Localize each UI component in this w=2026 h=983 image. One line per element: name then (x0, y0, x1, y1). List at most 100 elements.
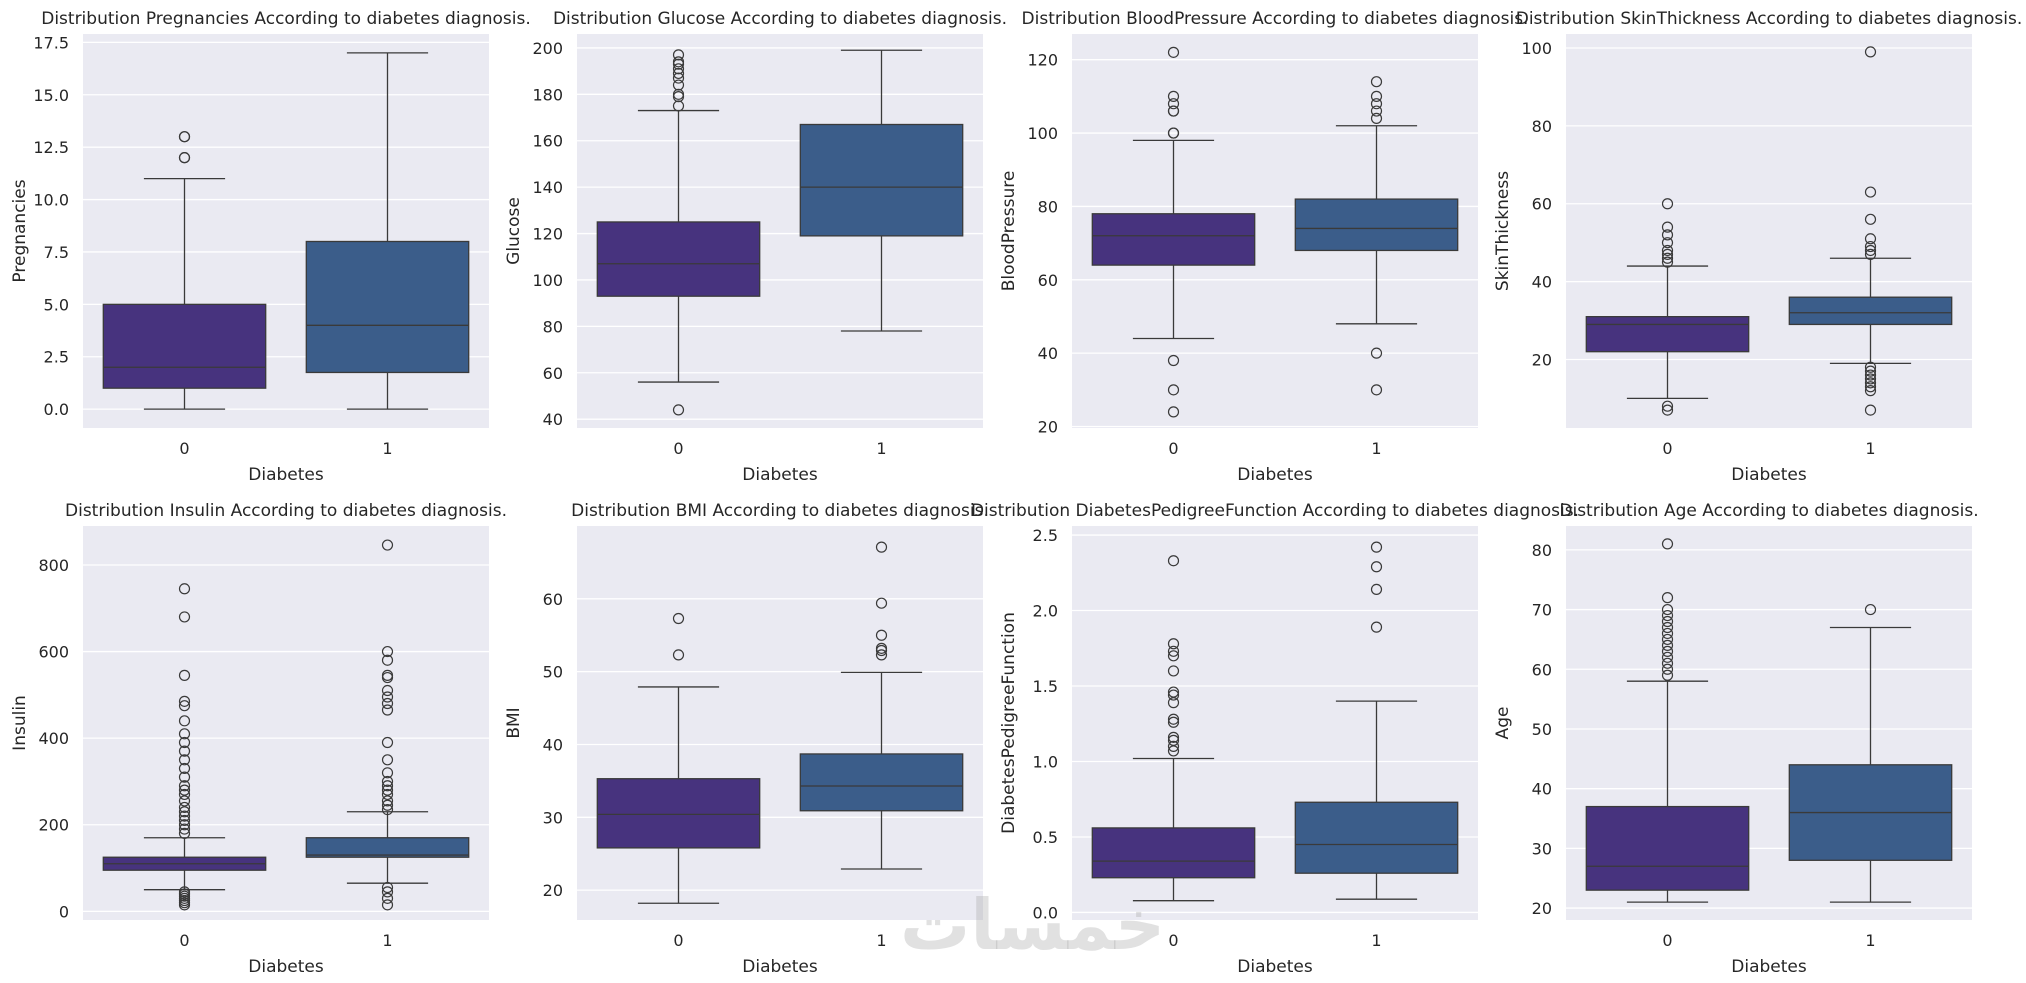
outlier-point (178, 669, 191, 681)
x-tick-label: 1 (876, 439, 886, 458)
outlier-point (1661, 237, 1674, 249)
y-tick-label: 30 (1532, 839, 1552, 858)
outlier-point (1661, 663, 1674, 675)
y-axis-label: SkinThickness (1493, 171, 1513, 291)
y-tick-label: 20 (1532, 350, 1552, 369)
y-tick-label: 60 (1532, 660, 1552, 679)
x-axis-label: Diabetes (1237, 957, 1313, 977)
outlier-point (178, 814, 191, 827)
y-axis-label: Glucose (504, 197, 524, 265)
box-iqr (1788, 296, 1953, 326)
outlier-point (1370, 98, 1383, 110)
outlier-point (178, 695, 191, 707)
x-axis-label: Diabetes (1731, 465, 1807, 485)
box-iqr (1294, 198, 1459, 252)
x-tick-label: 0 (673, 439, 683, 458)
y-tick-label: 100 (1027, 124, 1058, 143)
outlier-point (1167, 90, 1180, 102)
outlier-point (1370, 76, 1383, 88)
outlier-point (1661, 603, 1674, 616)
outlier-point (178, 611, 191, 623)
chart-title: Distribution DiabetesPedigreeFunction Ac… (971, 501, 1579, 521)
y-tick-label: 20 (1532, 899, 1552, 918)
y-tick-label: 40 (1038, 344, 1058, 363)
outlier-point (1370, 90, 1383, 102)
outlier-point (178, 728, 191, 740)
outlier-point (178, 700, 191, 712)
y-tick-label: 40 (1532, 273, 1552, 292)
outlier-point (875, 541, 888, 553)
outlier-point (875, 649, 888, 661)
outlier-point (672, 63, 685, 75)
outlier-point (1661, 400, 1674, 412)
outlier-point (1864, 369, 1877, 381)
y-tick-label: 200 (38, 816, 69, 835)
outlier-point (875, 642, 888, 654)
outlier-point (381, 892, 394, 904)
outlier-point (875, 597, 888, 609)
x-axis-label: Diabetes (1237, 465, 1313, 485)
outlier-point (178, 771, 191, 783)
outlier-point (1167, 731, 1180, 743)
x-tick-label: 1 (382, 439, 392, 458)
y-tick-label: 0.0 (1033, 903, 1058, 922)
outlier-point (178, 715, 191, 727)
outlier-point (1661, 645, 1674, 657)
outlier-point (1864, 377, 1877, 389)
chart-title: Distribution Insulin According to diabet… (65, 501, 507, 521)
outlier-point (381, 881, 394, 894)
x-axis-label: Diabetes (742, 957, 818, 977)
outlier-point (1167, 734, 1180, 746)
outlier-point (1864, 46, 1877, 58)
outlier-point (381, 645, 394, 658)
outlier-point (1661, 669, 1674, 681)
y-tick-label: 600 (38, 643, 69, 662)
outlier-point (672, 404, 685, 416)
outlier-point (1661, 229, 1674, 241)
outlier-point (178, 823, 191, 835)
subplot-age: 20 30 40 50 60 70 80 0 1 Distribution Age Accordi… (1493, 501, 1979, 977)
y-tick-label: 200 (532, 39, 563, 58)
y-tick-label: 0.5 (1033, 828, 1058, 847)
outlier-point (381, 784, 394, 796)
y-tick-label: 180 (532, 85, 563, 104)
chart-title: Distribution Glucose According to diabet… (553, 9, 1007, 29)
y-tick-label: 60 (543, 590, 563, 609)
y-tick-label: 20 (1038, 418, 1058, 437)
outlier-point (1167, 384, 1180, 396)
outlier-point (381, 697, 394, 710)
box-iqr (799, 123, 964, 237)
outlier-point (381, 704, 394, 716)
subplot-bmi: 20 30 40 50 60 0 1 Distribution BMI According t… (504, 501, 989, 977)
outlier-point (1167, 354, 1180, 367)
outlier-point (178, 754, 191, 766)
outlier-point (1661, 248, 1674, 260)
outlier-point (178, 131, 191, 143)
y-tick-label: 1.5 (1033, 677, 1058, 696)
x-tick-label: 1 (1371, 439, 1381, 458)
x-tick-label: 0 (179, 439, 189, 458)
y-tick-label: 60 (543, 364, 563, 383)
outlier-point (381, 691, 394, 703)
y-tick-label: 160 (532, 132, 563, 151)
outlier-point (1864, 361, 1877, 373)
y-tick-label: 120 (532, 225, 563, 244)
outlier-point (672, 649, 685, 661)
outlier-point (672, 612, 685, 625)
outlier-point (381, 684, 394, 697)
x-tick-label: 0 (179, 931, 189, 950)
outlier-point (381, 788, 394, 801)
y-tick-label: 60 (1038, 271, 1058, 290)
y-axis-label: DiabetesPedigreeFunction (999, 612, 1019, 834)
outlier-point (875, 629, 888, 641)
subplot-skinthickness: 20 40 60 80 100 0 1 Distribution SkinThickness … (1493, 9, 2022, 485)
outlier-point (381, 780, 394, 792)
outlier-point (1167, 645, 1180, 657)
plot-area (1566, 34, 1972, 428)
box-iqr (1294, 801, 1459, 874)
outlier-point (178, 762, 191, 775)
y-tick-label: 60 (1532, 195, 1552, 214)
chart-title: Distribution SkinThickness According to … (1516, 9, 2023, 29)
y-tick-label: 80 (1038, 197, 1058, 216)
